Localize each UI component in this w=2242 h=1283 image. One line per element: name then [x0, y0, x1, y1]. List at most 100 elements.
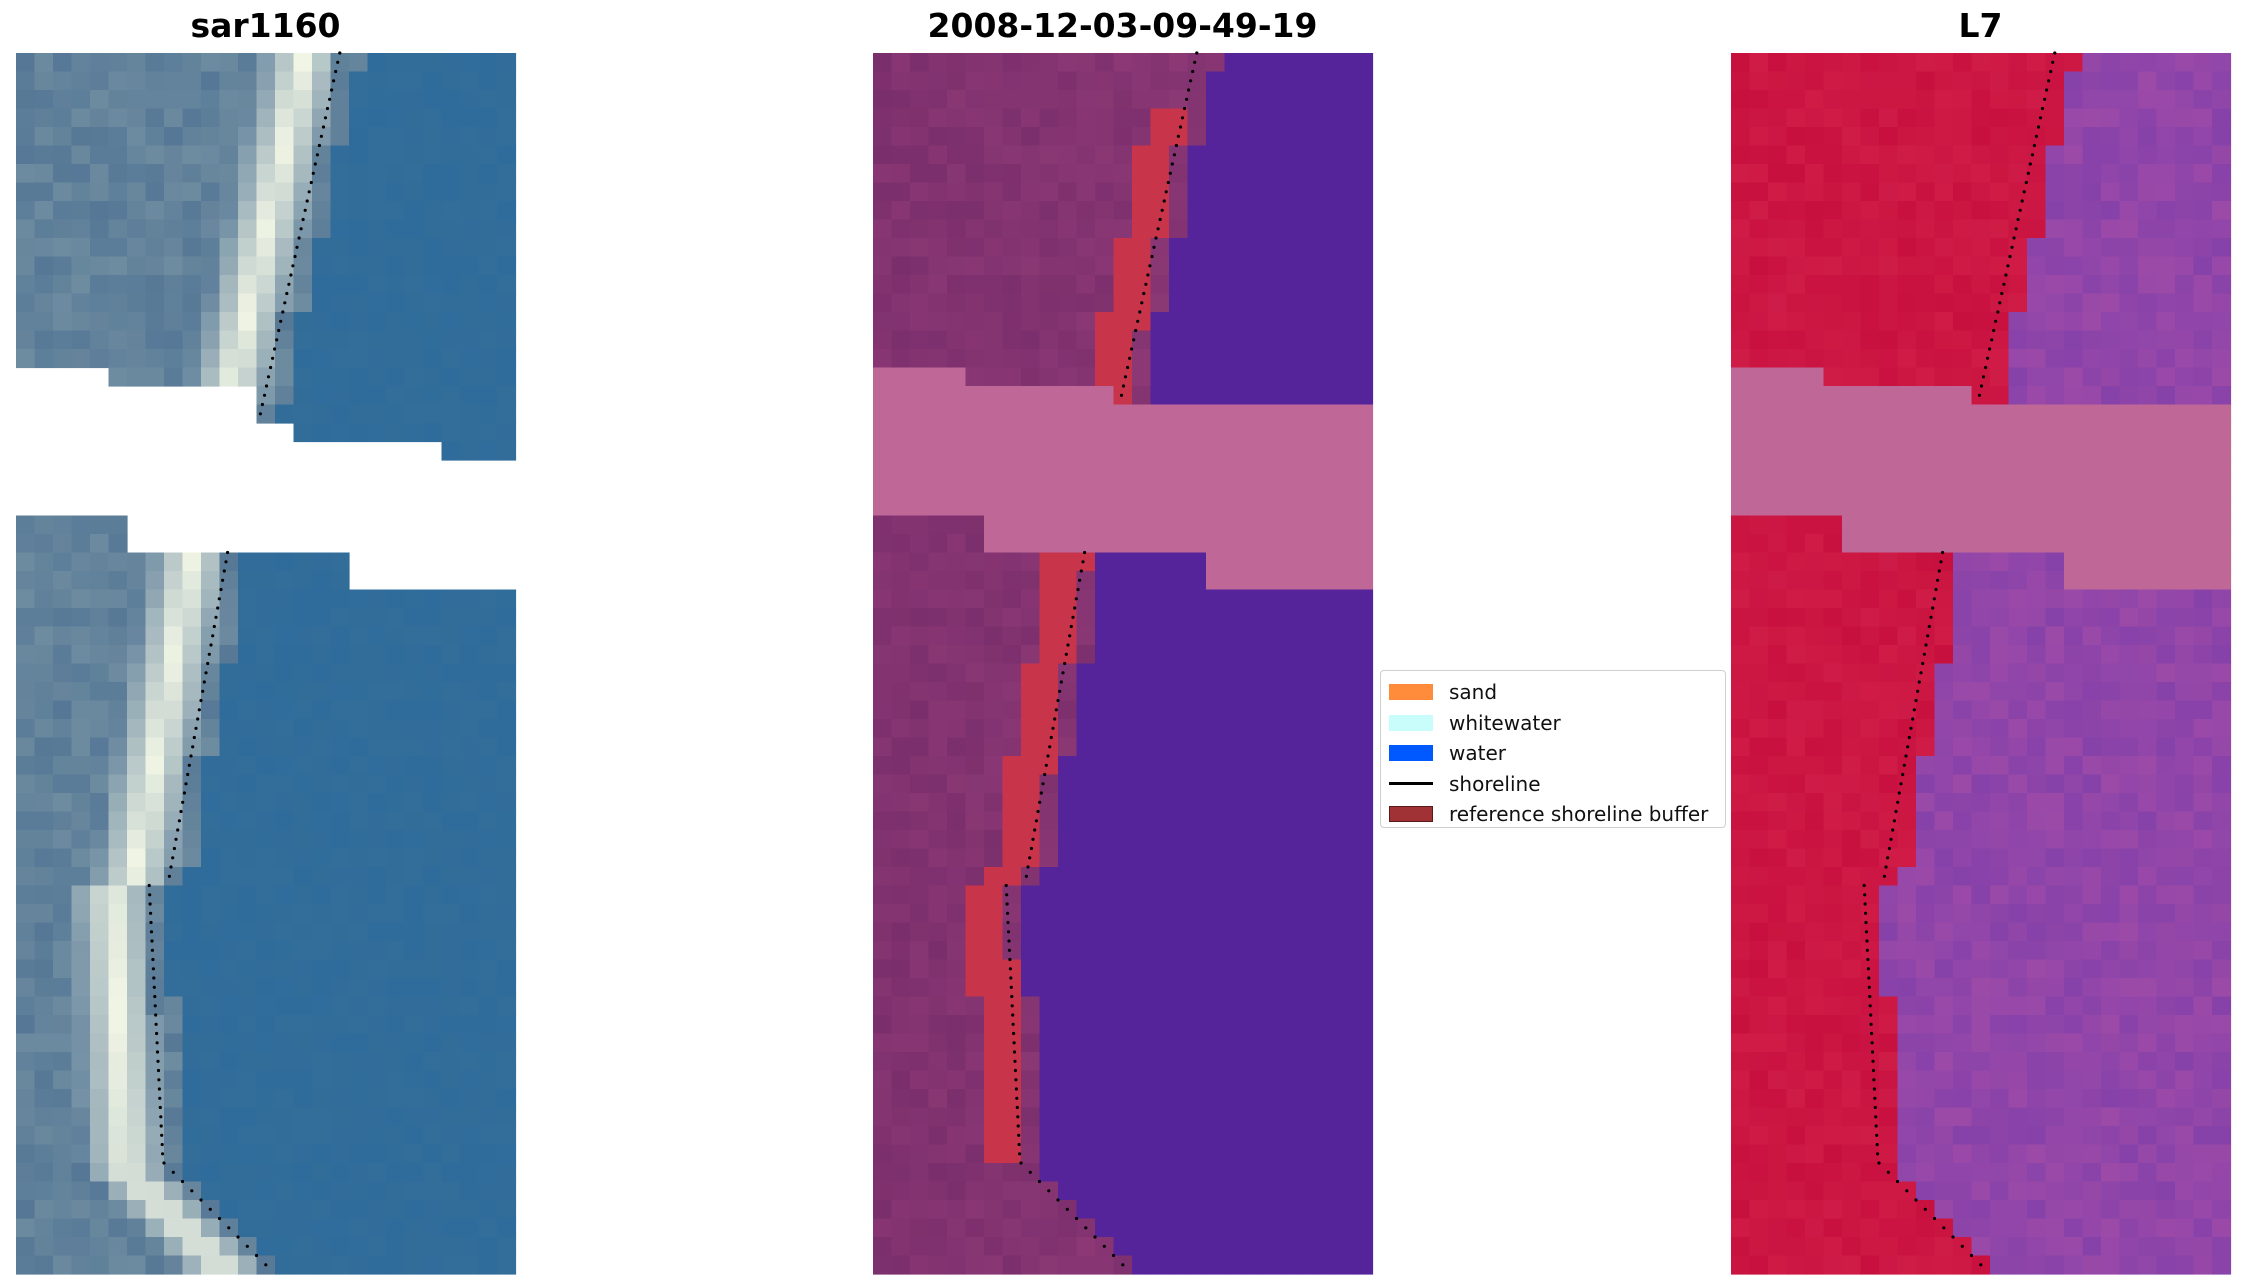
- shoreline-point: [1992, 328, 1996, 333]
- shoreline-point: [2030, 153, 2034, 157]
- title-classified-panel: 2008-12-03-09-49-19: [927, 6, 1318, 45]
- shoreline-point: [1018, 1152, 1022, 1156]
- shoreline-point: [319, 134, 323, 138]
- shoreline-point: [189, 754, 193, 758]
- shoreline-point: [2008, 254, 2012, 259]
- shoreline-point: [158, 1096, 162, 1100]
- legend-item-reference-buffer: reference shoreline buffer: [1389, 799, 1717, 830]
- shoreline-point: [1142, 291, 1146, 296]
- shoreline-point: [2020, 199, 2024, 203]
- shoreline-point: [1899, 782, 1903, 786]
- legend-label: whitewater: [1449, 710, 1561, 735]
- shoreline-point: [1074, 1216, 1079, 1221]
- shoreline-point: [1049, 735, 1053, 740]
- shoreline-point: [1191, 69, 1195, 74]
- shoreline-point: [1012, 1050, 1017, 1054]
- shoreline-point: [2012, 236, 2016, 240]
- shoreline-point: [1914, 1198, 1918, 1202]
- shoreline-point: [1166, 180, 1170, 185]
- shoreline-point: [1064, 652, 1068, 656]
- shoreline-point: [1063, 661, 1067, 666]
- shoreline-point: [155, 1041, 159, 1045]
- shoreline-point: [1960, 1244, 1964, 1248]
- shoreline-point: [169, 865, 173, 869]
- shoreline-point: [149, 930, 154, 934]
- shoreline-point: [317, 143, 321, 148]
- shoreline-point: [190, 1189, 194, 1193]
- shoreline-point: [1158, 217, 1162, 222]
- shoreline-point: [2038, 116, 2043, 120]
- shoreline-point: [1056, 1198, 1060, 1202]
- shoreline-point: [271, 356, 275, 360]
- shoreline-point: [1174, 143, 1178, 148]
- shoreline-point: [1868, 1004, 1872, 1008]
- shoreline-point: [1914, 698, 1918, 703]
- sand-swatch: [1389, 684, 1433, 701]
- shoreline-point: [1875, 1142, 1879, 1147]
- shoreline-point: [180, 1179, 185, 1184]
- shoreline-point: [158, 1105, 162, 1110]
- shoreline-point: [1929, 615, 1933, 619]
- title-ndwi-panel: L7: [1958, 6, 2003, 45]
- shoreline-point: [1007, 948, 1012, 952]
- shoreline-point: [1006, 911, 1010, 915]
- shoreline-point: [1862, 883, 1866, 888]
- shoreline-point: [1008, 967, 1013, 971]
- shoreline-point: [2000, 291, 2004, 296]
- shoreline-point: [1905, 1189, 1909, 1193]
- shoreline-point: [1877, 1161, 1881, 1165]
- shoreline-point: [1038, 800, 1042, 804]
- shoreline-point: [204, 671, 208, 675]
- shoreline-point: [1868, 994, 1872, 999]
- shoreline-point: [1079, 569, 1083, 573]
- shoreline-point: [171, 856, 175, 860]
- title-rgb-panel: sar1160: [190, 6, 341, 45]
- shoreline-point: [149, 911, 153, 915]
- shoreline-point: [1150, 254, 1154, 259]
- shoreline-point: [1005, 902, 1009, 906]
- shoreline-point: [1036, 809, 1040, 814]
- shoreline-point: [1936, 578, 1940, 582]
- shoreline-point: [1874, 1124, 1878, 1128]
- shoreline-point: [1932, 1216, 1937, 1221]
- shoreline-point: [1093, 1235, 1097, 1239]
- shoreline-point: [1078, 578, 1082, 582]
- shoreline-point: [311, 171, 315, 175]
- shoreline-point: [1994, 319, 1998, 323]
- shoreline-point: [1012, 1031, 1016, 1036]
- shoreline-point: [1013, 1059, 1017, 1063]
- shoreline-point: [1916, 689, 1920, 693]
- shoreline-point: [1123, 375, 1128, 379]
- shoreline-point: [1906, 745, 1910, 749]
- shoreline-point: [1937, 569, 1941, 573]
- shoreline-point: [1894, 809, 1898, 814]
- shoreline-point: [153, 994, 157, 999]
- buffer-swatch: [1389, 806, 1433, 823]
- shoreline-point: [207, 652, 211, 656]
- shoreline-point: [1934, 587, 1938, 592]
- shoreline-point: [264, 384, 269, 388]
- shoreline-point: [217, 1216, 222, 1221]
- shoreline-point: [1140, 301, 1144, 305]
- shoreline-point: [1178, 125, 1183, 129]
- shoreline-point: [1979, 1263, 1983, 1267]
- shoreline-point: [160, 1142, 164, 1147]
- shoreline-point: [262, 393, 267, 397]
- water-swatch: [1389, 745, 1433, 762]
- shoreline-point: [154, 1022, 158, 1026]
- shoreline-point: [1017, 1142, 1021, 1147]
- shoreline-point: [171, 1170, 175, 1174]
- rgb-image: [16, 51, 517, 1275]
- shoreline-point: [1162, 199, 1166, 203]
- shoreline-point: [1932, 597, 1936, 601]
- shoreline-point: [291, 264, 295, 268]
- shoreline-point: [197, 708, 201, 712]
- shoreline-point: [221, 578, 225, 582]
- shoreline-point: [1921, 661, 1925, 666]
- shoreline-point: [305, 199, 309, 203]
- shoreline-point: [2028, 162, 2032, 166]
- shoreline-point: [1931, 606, 1935, 610]
- shoreline-point: [1185, 97, 1189, 101]
- ndwi-image: [1731, 51, 2232, 1275]
- shoreline-point: [285, 291, 289, 296]
